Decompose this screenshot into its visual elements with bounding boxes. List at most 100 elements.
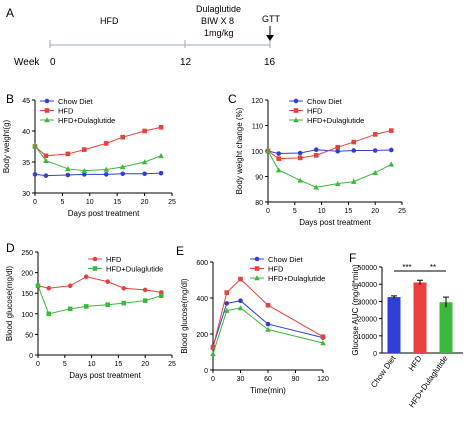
legend-label: HFD+Dulaglutide: [307, 116, 364, 125]
x-tick-label: 15: [115, 361, 123, 368]
y-axis-title: Body weight change (%): [235, 107, 244, 194]
x-axis-title: Time(min): [250, 386, 286, 395]
data-point: [67, 306, 73, 312]
data-point: [265, 148, 271, 154]
data-point: [335, 148, 340, 154]
data-point: [158, 293, 164, 298]
data-point: [120, 171, 125, 177]
x-axis-title: Days post treatment: [299, 218, 371, 227]
data-point: [388, 147, 394, 153]
y-tick-label: 90: [255, 175, 263, 182]
data-point: [320, 340, 326, 346]
legend-marker: [293, 117, 299, 123]
data-point: [224, 290, 230, 295]
y-tick-label: 100: [251, 149, 263, 156]
data-point: [265, 321, 271, 327]
phase-label-drug: Dulaglutide: [196, 4, 241, 14]
bar: [387, 297, 401, 353]
series-line: [34, 126, 162, 157]
legend-label: HFD+Dulaglutide: [106, 265, 163, 274]
data-point: [158, 153, 164, 159]
y-tick-label: 200: [196, 332, 208, 339]
legend-marker: [254, 275, 260, 281]
data-point: [43, 173, 49, 178]
data-point: [238, 276, 243, 282]
data-point: [297, 177, 303, 183]
x-tick-label: 5: [293, 208, 297, 215]
legend-marker: [44, 117, 50, 123]
category-label: HFD: [407, 354, 424, 373]
y-tick-label: 40: [22, 129, 30, 136]
data-point: [276, 151, 282, 156]
data-point: [83, 304, 89, 309]
significance-label: **: [430, 263, 436, 272]
y-tick-label: 120: [251, 98, 263, 105]
x-tick-label: 20: [141, 199, 149, 206]
x-tick-label: 15: [113, 199, 121, 206]
data-point: [141, 159, 148, 165]
data-point: [142, 298, 148, 303]
data-point: [65, 172, 71, 178]
bar: [439, 302, 453, 353]
data-point: [297, 150, 303, 156]
week-label: Week: [14, 57, 40, 68]
data-point: [275, 167, 282, 173]
data-point: [142, 171, 147, 177]
data-point: [121, 285, 127, 291]
data-point: [313, 147, 319, 153]
week-tick-label: 0: [50, 57, 56, 68]
data-point: [81, 167, 88, 173]
phase-label-regimen: BIW X 8: [201, 16, 234, 26]
data-point: [43, 157, 49, 164]
data-point: [46, 285, 52, 291]
x-axis-title: Days post treatment: [69, 371, 141, 380]
y-tick-label: 150: [21, 291, 33, 298]
data-point: [313, 153, 319, 158]
y-tick-label: 50: [25, 332, 33, 339]
y-tick-label: 30000: [358, 299, 378, 306]
data-point: [388, 128, 394, 133]
data-point: [142, 287, 148, 293]
data-point: [103, 141, 109, 146]
data-point: [158, 170, 164, 176]
data-point: [103, 166, 110, 172]
category-label: Chow Diet: [369, 353, 398, 389]
y-tick-label: 100: [21, 312, 33, 319]
panel-label: E: [176, 244, 184, 258]
phase-label-gtt: GTT: [262, 14, 280, 24]
data-point: [121, 300, 127, 306]
data-point: [142, 128, 147, 134]
series-line: [37, 276, 162, 293]
data-point: [46, 311, 52, 317]
legend-label: HFD: [307, 107, 323, 116]
data-point: [32, 172, 38, 177]
data-point: [351, 139, 357, 145]
x-tick-label: 25: [398, 208, 406, 215]
phase-label-hfd: HFD: [100, 16, 119, 26]
panel-label: C: [228, 92, 237, 106]
series-line: [212, 278, 324, 348]
x-tick-label: 90: [292, 376, 300, 383]
legend-label: Chow Diet: [307, 97, 343, 106]
legend-marker: [254, 266, 260, 271]
bar: [413, 282, 427, 353]
x-tick-label: 10: [318, 208, 326, 215]
legend-label: HFD+Dulaglutide: [268, 274, 325, 283]
x-tick-label: 0: [266, 208, 270, 215]
week-tick-label: 12: [180, 57, 192, 68]
data-point: [223, 307, 230, 313]
legend-label: HFD: [58, 107, 74, 116]
x-tick-label: 30: [237, 376, 245, 383]
data-point: [238, 298, 243, 304]
panel-label: D: [6, 241, 15, 255]
legend-label: HFD: [268, 265, 284, 274]
y-tick-label: 80: [255, 200, 263, 207]
data-point: [43, 153, 49, 159]
legend-marker: [92, 266, 98, 271]
y-tick-label: 200: [21, 271, 33, 278]
data-point: [82, 172, 87, 177]
legend-marker: [44, 108, 50, 113]
y-tick-label: 250: [21, 250, 33, 257]
y-axis-title: Glucose AUC (mg/dl*min): [351, 264, 360, 355]
data-point: [210, 351, 216, 357]
